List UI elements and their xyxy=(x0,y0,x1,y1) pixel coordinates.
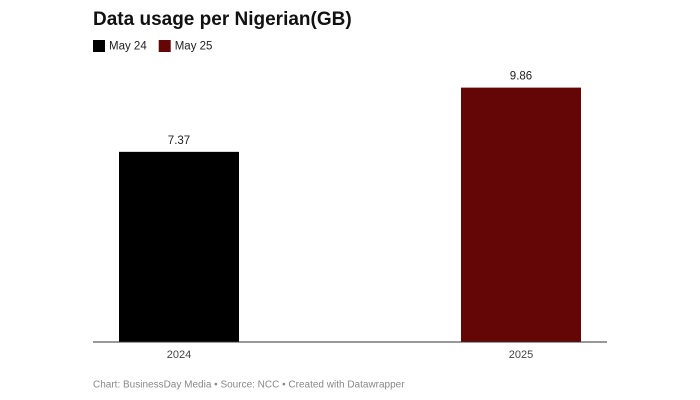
source-note: Chart: BusinessDay Media • Source: NCC •… xyxy=(93,380,405,391)
legend-label: May 25 xyxy=(175,41,213,53)
legend-swatch xyxy=(93,40,105,52)
data-label: 7.37 xyxy=(168,135,190,147)
bar xyxy=(461,87,581,342)
data-label: 9.86 xyxy=(510,71,532,83)
legend-label: May 24 xyxy=(109,41,147,53)
bar xyxy=(119,151,239,342)
chart-title: Data usage per Nigerian(GB) xyxy=(93,9,352,30)
x-tick-label: 2024 xyxy=(167,349,191,361)
legend-swatch xyxy=(158,40,171,52)
x-tick-label: 2025 xyxy=(509,349,533,361)
